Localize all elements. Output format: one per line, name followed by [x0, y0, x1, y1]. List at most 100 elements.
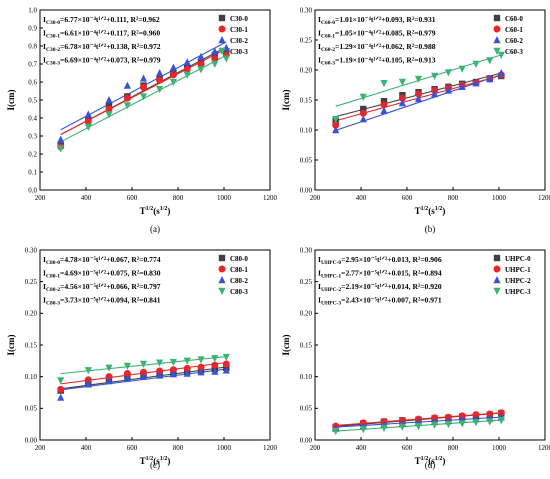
data-point [211, 55, 219, 63]
fit-equation-sub: C60-1 [321, 34, 335, 40]
fit-equation-body: =1.01×10⁻⁴t¹ᐟ²+0.093, R²=0.931 [335, 15, 436, 24]
fit-equation: IC80-0=4.78×10⁻⁵t¹ᐟ²+0.067, R²=0.774 [43, 255, 161, 266]
x-axis-label-part: T [140, 456, 146, 466]
data-point [211, 355, 219, 363]
y-tick-label: 0.20 [300, 310, 313, 318]
data-point [380, 80, 388, 88]
data-point [105, 105, 113, 113]
legend-marker [493, 276, 501, 284]
fit-equation-sub: C80-1 [46, 274, 60, 280]
y-tick-label: 0.00 [300, 436, 313, 444]
fit-equation-body: =2.19×10⁻⁵t¹ᐟ²+0.014, R²=0.920 [341, 282, 442, 291]
y-tick-label: 0.25 [300, 36, 313, 44]
data-point [156, 69, 164, 77]
x-axis-label-part: 1/2 [435, 206, 443, 212]
data-point [398, 94, 406, 102]
data-point [458, 82, 466, 90]
x-tick-label: 200 [35, 444, 46, 452]
fit-equation-sub: C30-1 [46, 34, 60, 40]
y-tick-label: 0.8 [28, 42, 37, 50]
fit-equation: IC30-1=6.61×10⁻⁴t¹ᐟ²+0.117, R²=0.960 [43, 29, 160, 40]
fit-equation: IUHPC-0=2.95×10⁻⁵t¹ᐟ²+0.013, R²=0.906 [318, 255, 442, 266]
y-tick-label: 0.6 [28, 78, 37, 86]
data-point [169, 71, 177, 79]
fit-equation: IUHPC-3=2.43×10⁻⁵t¹ᐟ²+0.007, R²=0.971 [318, 296, 442, 307]
data-point [211, 367, 219, 375]
data-point [211, 361, 219, 369]
legend-marker [493, 14, 501, 22]
data-point [57, 385, 65, 393]
data-point [197, 356, 205, 364]
fit-equation-body: =3.73×10⁻⁵t¹ᐟ²+0.094, R²=0.841 [60, 296, 161, 305]
x-axis-label-part: ) [442, 206, 445, 216]
fit-equation-sub: UHPC-3 [321, 301, 341, 307]
data-point [169, 366, 177, 374]
data-point [183, 369, 191, 377]
fit-equation-body: =6.61×10⁻⁴t¹ᐟ²+0.117, R²=0.960 [60, 29, 160, 38]
legend-label: C30-2 [230, 37, 248, 45]
y-tick-label: 0.30 [300, 246, 313, 254]
legend-marker [218, 287, 226, 295]
fit-equation-sub: C30-2 [46, 47, 60, 53]
data-point [123, 94, 131, 102]
fit-equation-symbol: I [43, 255, 46, 264]
data-point [472, 60, 480, 68]
fit-equation-symbol: I [318, 255, 321, 264]
data-point [380, 101, 388, 109]
y-axis-label: I(cm) [6, 90, 16, 111]
fit-equation-sub: C30-3 [46, 61, 60, 67]
data-point [444, 420, 452, 429]
x-axis-label-part: (s [153, 206, 160, 216]
data-point [497, 417, 505, 425]
fit-equation-sub: UHPC-0 [321, 260, 341, 266]
data-point [156, 371, 164, 379]
data-point [431, 421, 439, 429]
data-point [156, 76, 164, 84]
fit-equation-body: =6.69×10⁻⁴t¹ᐟ²+0.073, R²=0.979 [60, 56, 161, 65]
fit-equation: IUHPC-2=2.19×10⁻⁵t¹ᐟ²+0.014, R²=0.920 [318, 282, 442, 293]
legend-label: C30-3 [230, 48, 248, 56]
data-point [84, 367, 92, 375]
legend-marker [493, 47, 501, 55]
chart-panel: 200 400 600 800 1000 1200 0.00 0.05 0.10 0.15 0.20… [6, 246, 278, 470]
data-point [123, 370, 131, 377]
legend-marker [493, 254, 501, 262]
fit-equation-body: =1.29×10⁻⁴t¹ᐟ²+0.062, R²=0.988 [335, 42, 436, 51]
data-point [472, 411, 480, 419]
fit-equation-body: =1.05×10⁻⁴t¹ᐟ²+0.085, R²=0.979 [335, 29, 436, 38]
data-point [415, 90, 422, 98]
y-tick-label: 0.15 [300, 96, 313, 104]
fit-equation: IC60-1=1.05×10⁻⁴t¹ᐟ²+0.085, R²=0.979 [318, 29, 436, 40]
fit-equation-symbol: I [318, 42, 321, 51]
data-point [223, 48, 230, 55]
x-tick-label: 1200 [538, 194, 550, 202]
fit-equation-symbol: I [43, 296, 46, 305]
chart-panel: 200 400 600 800 1000 1200 0.00 0.05 0.10 0.15 0.20… [281, 6, 550, 234]
x-tick-label: 400 [356, 194, 367, 202]
y-tick-label: 0.10 [300, 373, 313, 381]
x-tick-label: 1000 [492, 194, 507, 202]
data-point [222, 55, 230, 63]
data-point [380, 98, 388, 105]
x-axis-label-part: 1/2 [421, 206, 429, 212]
x-axis-label-part: (s [428, 206, 435, 216]
x-axis-label-part: ) [442, 456, 445, 466]
fit-equation-body: =4.56×10⁻⁵t¹ᐟ²+0.066, R²=0.797 [60, 282, 161, 291]
legend-label: C60-2 [505, 37, 523, 45]
y-tick-label: 0.25 [300, 278, 313, 286]
fit-equation-sub: UHPC-2 [321, 287, 341, 293]
data-point [414, 75, 423, 83]
data-point [140, 368, 147, 376]
legend-label: UHPC-0 [505, 255, 531, 263]
x-tick-label: 1000 [217, 444, 232, 452]
y-tick-label: 0.15 [25, 341, 38, 349]
fit-equation-body: =6.78×10⁻⁴t¹ᐟ²+0.138, R²=0.972 [60, 42, 161, 51]
fit-equation-symbol: I [43, 15, 46, 24]
y-tick-label: 0.7 [28, 60, 37, 68]
x-axis-label-part: (s [428, 456, 435, 466]
y-tick-label: 0.25 [25, 278, 38, 286]
y-tick-label: 0.05 [25, 405, 38, 413]
data-point [332, 126, 340, 134]
fit-equation-sub: C60-3 [321, 61, 335, 67]
data-point [105, 102, 113, 109]
